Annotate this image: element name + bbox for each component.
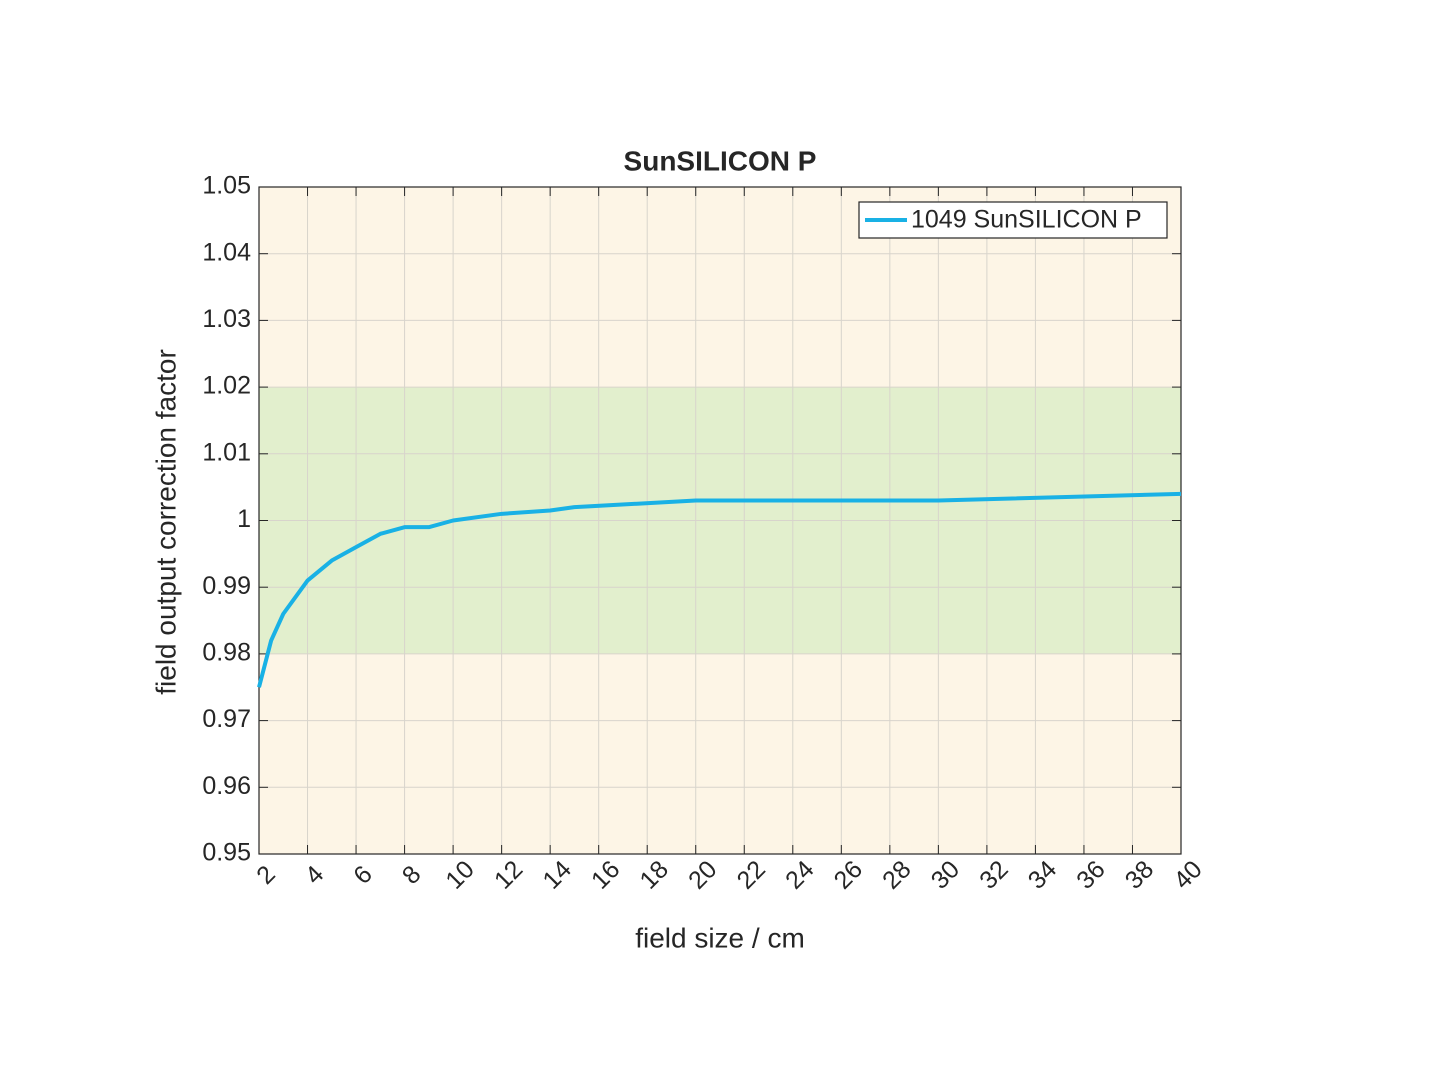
y-tick-label: 1 [237, 505, 251, 533]
y-tick-label: 0.96 [202, 772, 251, 800]
x-tick-label: 4 [300, 860, 330, 890]
y-tick-label: 0.98 [202, 639, 251, 667]
x-tick-label: 26 [829, 855, 868, 894]
x-tick-label: 40 [1168, 855, 1207, 894]
y-tick-label: 0.97 [202, 705, 251, 733]
x-tick-label: 12 [489, 855, 528, 894]
x-tick-label: 20 [683, 855, 722, 894]
y-axis-label: field output correction factor [150, 349, 181, 695]
legend-label: 1049 SunSILICON P [911, 206, 1142, 234]
x-tick-label: 28 [877, 855, 916, 894]
x-tick-label: 14 [537, 855, 577, 895]
x-axis-label: field size / cm [635, 922, 805, 953]
x-tick-label: 32 [974, 855, 1013, 894]
y-tick-label: 1.02 [202, 372, 251, 400]
y-tick-label: 0.95 [202, 839, 251, 867]
x-tick-label: 22 [732, 855, 771, 894]
chart-title: SunSILICON P [624, 145, 817, 176]
y-tick-label: 1.05 [202, 172, 251, 200]
axes-frame [258, 186, 1182, 855]
y-tick-label: 1.03 [202, 305, 251, 333]
x-tick-label: 8 [397, 860, 427, 890]
x-tick-label: 2 [251, 860, 281, 890]
x-tick-label: 18 [634, 855, 673, 894]
x-tick-label: 30 [926, 855, 965, 894]
x-tick-label: 10 [440, 855, 479, 894]
x-tick-label: 16 [586, 855, 625, 894]
data-line [257, 491, 1182, 688]
x-tick-label: 34 [1023, 855, 1063, 895]
x-tick-label: 6 [348, 860, 378, 890]
x-tick-label: 38 [1120, 855, 1159, 894]
y-tick-label: 0.99 [202, 572, 251, 600]
y-tick-label: 1.04 [202, 238, 251, 266]
legend: 1049 SunSILICON P [858, 201, 1168, 239]
x-tick-label: 24 [780, 855, 820, 895]
y-tick-label: 1.01 [202, 438, 251, 466]
legend-box [858, 201, 1168, 239]
x-tick-label: 36 [1071, 855, 1110, 894]
